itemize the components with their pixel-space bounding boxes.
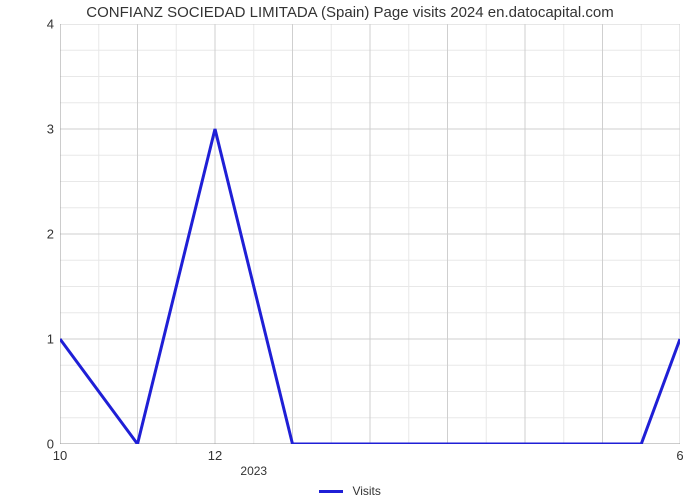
y-tick-label: 1 <box>34 332 54 347</box>
legend-swatch <box>319 490 343 493</box>
y-tick-label: 0 <box>34 437 54 452</box>
x-sublabel-text: 2023 <box>240 464 267 478</box>
y-tick-label: 3 <box>34 122 54 137</box>
x-tick-label: 10 <box>53 448 67 463</box>
x-tick-label: 12 <box>208 448 222 463</box>
plot-svg <box>60 24 680 444</box>
x-tick-label: 6 <box>676 448 683 463</box>
y-tick-label: 4 <box>34 17 54 32</box>
chart-title: CONFIANZ SOCIEDAD LIMITADA (Spain) Page … <box>0 4 700 21</box>
legend-label: Visits <box>352 484 380 498</box>
legend: Visits <box>0 484 700 498</box>
y-tick-label: 2 <box>34 227 54 242</box>
plot-area <box>60 24 680 444</box>
chart-container: CONFIANZ SOCIEDAD LIMITADA (Spain) Page … <box>0 0 700 500</box>
